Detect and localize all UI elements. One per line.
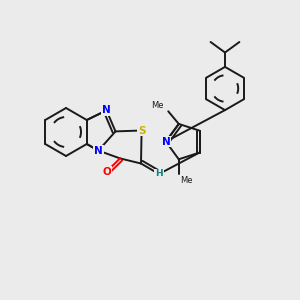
Text: O: O — [102, 167, 111, 177]
Text: Me: Me — [151, 101, 164, 110]
Text: S: S — [138, 125, 145, 136]
Text: H: H — [155, 169, 163, 178]
Text: N: N — [161, 136, 170, 147]
Text: N: N — [94, 146, 103, 156]
Text: Me: Me — [180, 176, 193, 185]
Text: N: N — [102, 105, 111, 116]
